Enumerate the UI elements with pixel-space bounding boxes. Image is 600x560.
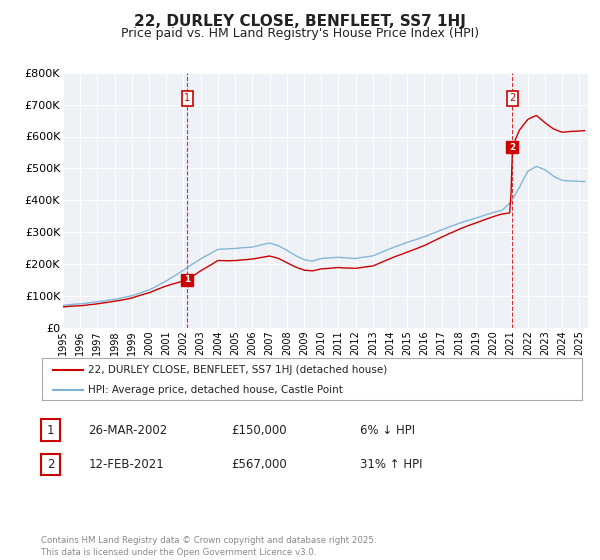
Text: Contains HM Land Registry data © Crown copyright and database right 2025.
This d: Contains HM Land Registry data © Crown c…	[41, 536, 376, 557]
Text: 2: 2	[47, 458, 54, 472]
Text: 2: 2	[509, 94, 515, 103]
Text: HPI: Average price, detached house, Castle Point: HPI: Average price, detached house, Cast…	[88, 385, 343, 395]
Text: 26-MAR-2002: 26-MAR-2002	[88, 423, 167, 437]
Text: 1: 1	[47, 423, 54, 437]
Text: 31% ↑ HPI: 31% ↑ HPI	[360, 458, 422, 472]
Text: £567,000: £567,000	[231, 458, 287, 472]
Text: Price paid vs. HM Land Registry's House Price Index (HPI): Price paid vs. HM Land Registry's House …	[121, 27, 479, 40]
Text: 2: 2	[509, 142, 515, 152]
Text: 6% ↓ HPI: 6% ↓ HPI	[360, 423, 415, 437]
Text: 22, DURLEY CLOSE, BENFLEET, SS7 1HJ: 22, DURLEY CLOSE, BENFLEET, SS7 1HJ	[134, 14, 466, 29]
Text: 12-FEB-2021: 12-FEB-2021	[88, 458, 164, 472]
Text: 1: 1	[184, 94, 191, 103]
Text: 22, DURLEY CLOSE, BENFLEET, SS7 1HJ (detached house): 22, DURLEY CLOSE, BENFLEET, SS7 1HJ (det…	[88, 365, 387, 375]
Text: 1: 1	[184, 276, 191, 284]
Text: £150,000: £150,000	[231, 423, 287, 437]
